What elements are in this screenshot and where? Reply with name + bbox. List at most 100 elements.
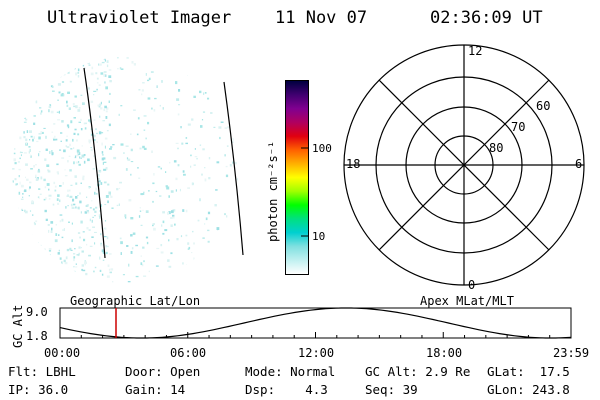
uv-speckle — [126, 157, 129, 160]
uv-speckle — [153, 173, 155, 176]
uv-speckle — [44, 59, 47, 62]
uv-speckle — [104, 220, 107, 222]
uv-speckle — [147, 79, 150, 82]
uv-speckle — [60, 94, 64, 97]
uv-speckle — [87, 87, 90, 90]
uv-speckle — [56, 273, 59, 276]
uv-speckle — [70, 203, 73, 207]
uv-speckle — [140, 262, 143, 265]
uv-speckle — [23, 259, 26, 262]
uv-speckle — [41, 282, 43, 283]
uv-speckle — [108, 100, 110, 103]
uv-speckle — [173, 160, 177, 163]
uv-speckle — [190, 165, 192, 168]
uv-speckle — [98, 63, 100, 66]
uv-speckle — [178, 89, 181, 92]
xtick-0000: 00:00 — [44, 346, 81, 360]
uv-speckle — [90, 147, 92, 149]
uv-speckle — [22, 231, 25, 234]
uv-speckle — [23, 230, 27, 233]
uv-speckle — [71, 281, 73, 283]
uv-speckle — [106, 236, 109, 240]
uv-speckle — [103, 57, 106, 60]
uv-speckle — [44, 262, 47, 265]
uv-speckle — [160, 244, 163, 247]
uv-speckle — [196, 157, 198, 160]
uv-speckle — [227, 73, 229, 77]
xtick-0600: 06:00 — [170, 346, 207, 360]
uv-speckle — [75, 196, 78, 199]
uv-speckle — [60, 274, 63, 276]
uv-speckle — [155, 265, 159, 267]
uv-speckle — [89, 245, 93, 247]
uv-speckle — [52, 90, 55, 92]
uv-speckle — [202, 277, 204, 280]
uv-speckle — [31, 272, 35, 275]
uv-speckle — [164, 229, 168, 232]
uv-speckle — [183, 173, 186, 176]
uv-speckle — [119, 181, 122, 184]
uv-speckle — [65, 206, 67, 209]
uv-speckle — [53, 267, 56, 269]
uv-speckle — [97, 280, 100, 283]
uv-speckle — [20, 198, 24, 200]
uv-speckle — [19, 259, 22, 262]
uv-speckle — [13, 158, 16, 162]
uv-speckle — [167, 259, 170, 262]
uv-speckle — [79, 282, 82, 283]
uv-speckle — [78, 252, 80, 256]
uv-speckle — [120, 252, 122, 255]
uv-speckle — [203, 92, 205, 95]
uv-speckle — [81, 264, 84, 267]
uv-speckle — [125, 145, 129, 147]
uv-speckle — [86, 211, 90, 214]
uv-speckle — [105, 116, 108, 119]
uv-speckle — [23, 265, 26, 267]
uv-speckle — [50, 221, 54, 224]
uv-speckle — [206, 271, 208, 273]
uv-speckle — [47, 224, 50, 226]
uv-speckle — [25, 89, 29, 92]
uv-speckle — [27, 247, 30, 249]
uv-speckle — [112, 281, 114, 283]
uv-speckle — [36, 88, 39, 92]
uv-speckle — [22, 78, 24, 81]
uv-speckle — [63, 228, 65, 231]
uv-speckle — [133, 63, 136, 66]
uv-speckle — [55, 58, 57, 62]
uv-speckle — [48, 109, 50, 113]
uv-speckle — [65, 256, 68, 260]
lat-label-60: 60 — [536, 99, 550, 113]
uv-speckle — [61, 93, 64, 96]
uv-speckle — [62, 60, 64, 63]
uv-speckle — [88, 64, 91, 66]
uv-speckle — [234, 102, 237, 105]
uv-speckle — [27, 259, 30, 262]
uv-speckle — [142, 82, 145, 84]
uv-speckle — [88, 229, 91, 231]
uv-speckle — [165, 171, 167, 173]
uv-speckle — [141, 264, 144, 267]
uv-speckle — [67, 125, 70, 129]
ytick-1.8: 1.8 — [26, 329, 48, 343]
uv-speckle — [66, 280, 69, 283]
uv-speckle — [66, 100, 68, 104]
uv-speckle — [93, 155, 96, 157]
uv-speckle — [19, 151, 23, 154]
uv-speckle — [26, 130, 29, 133]
uv-speckle — [172, 214, 175, 217]
uv-speckle — [89, 218, 91, 222]
uv-speckle — [229, 164, 232, 167]
uv-speckle — [15, 183, 18, 186]
uv-speckle — [85, 205, 88, 207]
uv-speckle — [43, 127, 46, 129]
uv-speckle — [139, 207, 141, 209]
uv-speckle — [52, 137, 55, 139]
uv-speckle — [64, 261, 68, 265]
uv-speckle — [185, 142, 188, 145]
uv-speckle — [64, 175, 68, 177]
uv-speckle — [135, 275, 139, 278]
uv-speckle — [67, 205, 69, 207]
uv-speckle — [137, 117, 140, 120]
uv-speckle — [93, 134, 96, 138]
